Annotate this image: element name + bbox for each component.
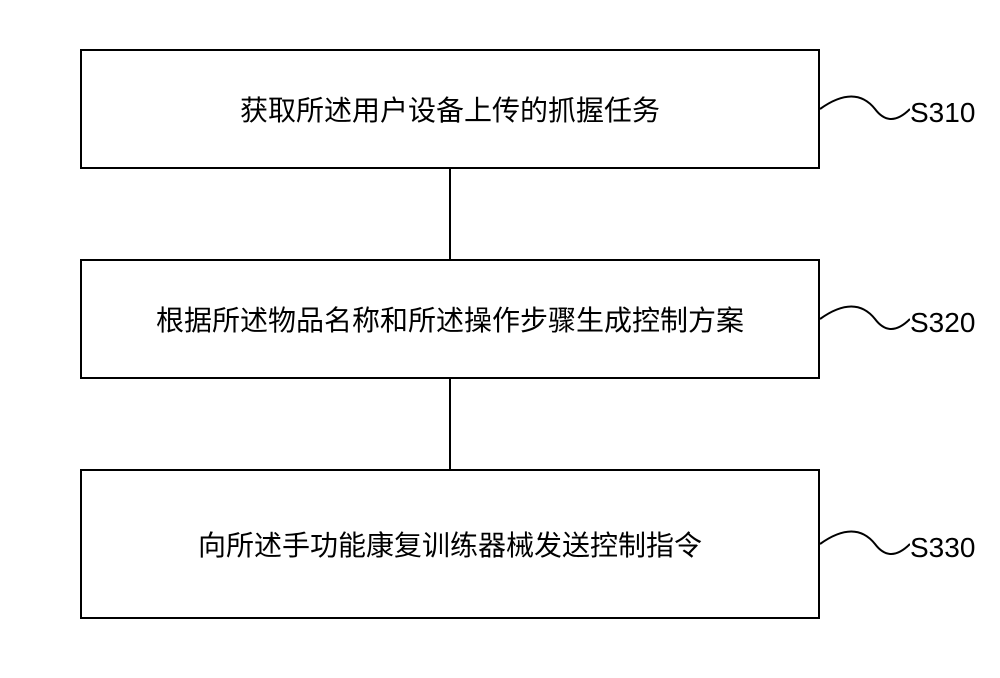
label-connector-curve xyxy=(820,89,910,129)
flowchart-step-s330: 向所述手功能康复训练器械发送控制指令 xyxy=(80,469,820,619)
flowchart-step-s320: 根据所述物品名称和所述操作步骤生成控制方案 xyxy=(80,259,820,379)
flowchart-connector xyxy=(449,379,451,469)
flowchart-container: 获取所述用户设备上传的抓握任务 S310 根据所述物品名称和所述操作步骤生成控制… xyxy=(40,29,960,649)
step-label: S310 xyxy=(910,97,975,129)
flowchart-step-s310: 获取所述用户设备上传的抓握任务 xyxy=(80,49,820,169)
label-connector-curve xyxy=(820,299,910,339)
flowchart-connector xyxy=(449,169,451,259)
step-label: S320 xyxy=(910,307,975,339)
step-text: 向所述手功能康复训练器械发送控制指令 xyxy=(178,524,722,564)
label-connector-curve xyxy=(820,524,910,564)
step-text: 获取所述用户设备上传的抓握任务 xyxy=(220,89,680,129)
step-label: S330 xyxy=(910,532,975,564)
step-text: 根据所述物品名称和所述操作步骤生成控制方案 xyxy=(136,299,764,339)
